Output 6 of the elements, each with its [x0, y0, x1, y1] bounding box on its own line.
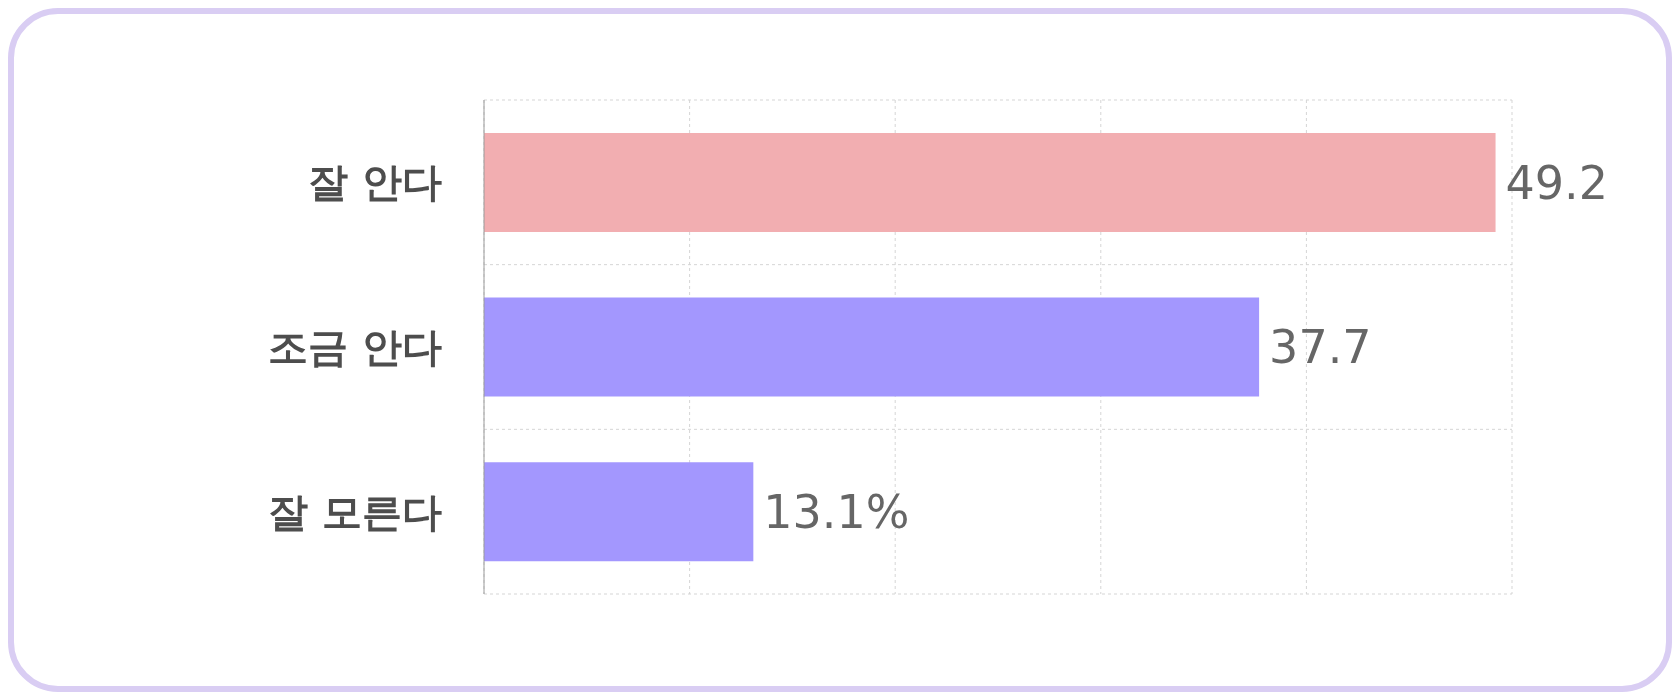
- data-label: 49.2: [1505, 155, 1608, 210]
- y-tick-label: 잘 모른다: [268, 488, 442, 535]
- data-label: 13.1%: [763, 485, 910, 540]
- y-tick-label: 잘 안다: [308, 159, 442, 206]
- data-label: 37.7: [1269, 320, 1372, 375]
- y-tick-label: 조금 안다: [268, 324, 442, 370]
